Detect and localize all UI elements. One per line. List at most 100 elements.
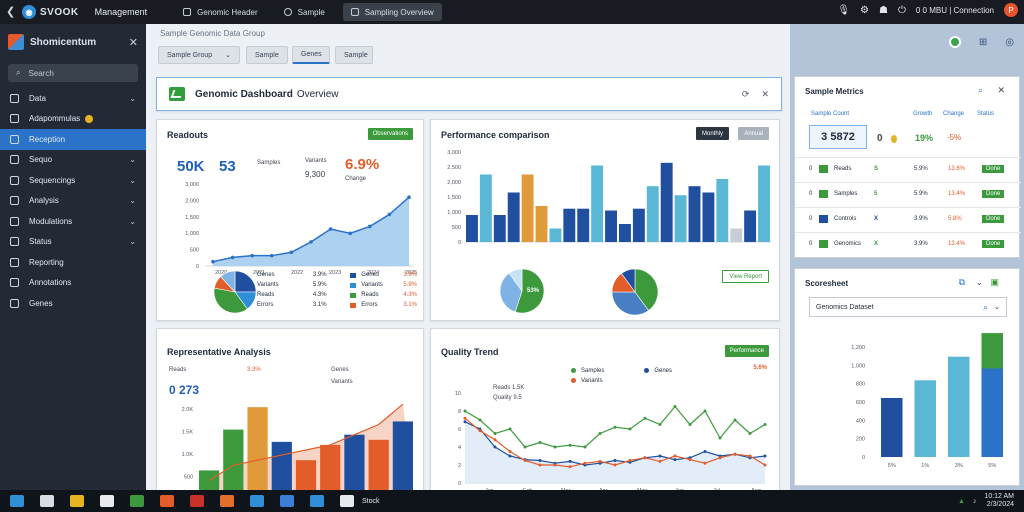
- taskbar-app-icon[interactable]: [70, 495, 84, 507]
- taskbar-app-icon[interactable]: [130, 495, 144, 507]
- mic-icon[interactable]: 🎙: [837, 4, 851, 16]
- search-icon: ⌕: [16, 68, 21, 77]
- refresh-icon[interactable]: ⟳: [741, 88, 750, 99]
- view-report-button[interactable]: View Report: [722, 270, 769, 283]
- sidebar-item-10[interactable]: Genes: [0, 293, 146, 314]
- row-value: 13.4%: [948, 240, 966, 247]
- metrics-row[interactable]: 0 Controls X 3.9% 5.8% Done: [795, 207, 1021, 229]
- search-icon[interactable]: ⌕: [977, 85, 983, 95]
- user-icon[interactable]: ☗: [878, 4, 888, 16]
- chevron-down-icon[interactable]: ⌄: [975, 277, 983, 287]
- power-icon[interactable]: ⏻: [897, 4, 906, 16]
- taskbar-app-icon[interactable]: [340, 495, 354, 507]
- taskbar-app-icon[interactable]: [220, 495, 234, 507]
- annual-button[interactable]: Annual: [738, 127, 769, 140]
- settings-icon[interactable]: ⚙: [860, 4, 869, 16]
- tab-sampling-overview[interactable]: Sampling Overview: [342, 3, 442, 21]
- close-icon[interactable]: ✕: [997, 85, 1005, 95]
- network-icon[interactable]: ▲: [957, 497, 965, 505]
- row-index-icon: 0: [809, 165, 813, 172]
- data-point: [493, 445, 497, 449]
- performance-badge[interactable]: Performance: [724, 345, 769, 357]
- row-status-badge[interactable]: Done: [982, 214, 1005, 223]
- taskbar-app-icon[interactable]: [40, 495, 54, 507]
- close-icon[interactable]: ✕: [761, 88, 769, 99]
- sidebar-title: Shomicentum: [30, 36, 97, 48]
- metrics-row[interactable]: 0 Reads S 5.9% 13.6% Done: [795, 157, 1021, 179]
- legend-item: Variants: [571, 378, 603, 384]
- status-dot-icon[interactable]: [948, 36, 961, 48]
- x-tick-label: 2024: [367, 270, 379, 276]
- top-nav-management[interactable]: Management: [94, 7, 148, 17]
- taskbar-app-icon[interactable]: [10, 495, 24, 507]
- sidebar-search-input[interactable]: ⌕ Search: [8, 64, 138, 82]
- taskbar-app-icon[interactable]: [280, 495, 294, 507]
- taskbar-app-icon[interactable]: [250, 495, 264, 507]
- x-tick-label: 1%: [921, 463, 929, 469]
- metrics-row[interactable]: 0 Genomics X 3.9% 13.4% Done: [795, 232, 1021, 254]
- taskbar-app-icon[interactable]: [190, 495, 204, 507]
- data-point: [407, 195, 411, 199]
- filter-sample-group-dropdown[interactable]: Sample Group ⌄: [158, 46, 240, 64]
- pie-slice: [213, 287, 248, 314]
- kpi-change: -5%: [947, 133, 962, 142]
- row-status-badge[interactable]: Done: [982, 189, 1005, 198]
- bar: [914, 380, 936, 457]
- sidebar-item-1[interactable]: Adapommulas: [0, 109, 146, 130]
- taskbar: Stock ▲ ♪ 10:12 AM 2/3/2024: [0, 490, 1024, 512]
- dataset-select[interactable]: Genomics Dataset ⌕ ⌄: [809, 297, 1007, 317]
- row-status-badge[interactable]: Done: [982, 164, 1005, 173]
- quality-line-chart: 1086420JanFebMarAprMayJunJulAug: [455, 391, 767, 494]
- x-tick-label: 2021: [253, 270, 265, 276]
- close-icon[interactable]: ✕: [128, 36, 138, 49]
- x-tick-label: 2020: [215, 270, 227, 276]
- main-content: Sample Genomic Data Group Sample Group ⌄ …: [146, 24, 790, 506]
- back-arrow-icon[interactable]: ❮: [6, 6, 16, 18]
- metrics-row[interactable]: 0 Samples 5 5.9% 13.4% Done: [795, 182, 1021, 204]
- sidebar-item-2[interactable]: Reception: [0, 129, 146, 150]
- performance-bar-chart: 3,000 2,500 2,000 1,500 1,000 500 0: [447, 150, 771, 246]
- sidebar-item-5[interactable]: Analysis ⌄: [0, 191, 146, 212]
- kpi-mark: 0: [877, 133, 883, 144]
- avatar[interactable]: P: [1004, 3, 1018, 17]
- volume-icon[interactable]: ♪: [972, 497, 977, 505]
- sidebar-item-6[interactable]: Modulations ⌄: [0, 211, 146, 232]
- tab-sample[interactable]: Sample: [276, 3, 333, 21]
- legend-label: Variants: [581, 377, 603, 384]
- taskbar-app-label[interactable]: Stock: [362, 497, 380, 505]
- sidebar-item-8[interactable]: Reporting: [0, 252, 146, 273]
- sidebar-item-4[interactable]: Sequencings ⌄: [0, 170, 146, 191]
- data-point: [658, 459, 662, 463]
- performance-pie-2: [611, 268, 659, 316]
- row-status-badge[interactable]: Done: [982, 239, 1005, 248]
- bar: [730, 228, 743, 242]
- sidebar-item-9[interactable]: Annotations: [0, 273, 146, 294]
- y-tick-label: 2: [458, 463, 461, 469]
- expand-icon[interactable]: ⧉: [958, 277, 965, 287]
- filter-genes[interactable]: Genes: [292, 46, 330, 64]
- representative-bar-chart: 2.0K1.5K1.0K5000: [182, 403, 415, 503]
- sidebar-item-0[interactable]: Data ⌄: [0, 88, 146, 109]
- data-point: [568, 459, 572, 463]
- filter-sample[interactable]: Sample: [246, 46, 288, 64]
- tab-genomic-header[interactable]: Genomic Header: [175, 3, 265, 21]
- settings-circle-icon[interactable]: ◎: [1005, 36, 1014, 48]
- sidebar-item-7[interactable]: Status ⌄: [0, 232, 146, 253]
- filter-sample-2[interactable]: Sample: [335, 46, 373, 64]
- legend-row: Genes 3.9% Genes 3.9%: [257, 270, 417, 280]
- filter-icon[interactable]: ▣: [990, 277, 999, 287]
- sidebar-header: Shomicentum ✕: [0, 24, 146, 60]
- observations-badge[interactable]: Observations: [367, 128, 413, 140]
- sidebar-item-3[interactable]: Sequo ⌄: [0, 150, 146, 171]
- data-point: [493, 432, 497, 435]
- taskbar-app-icon[interactable]: [160, 495, 174, 507]
- monthly-button[interactable]: Monthly: [695, 127, 729, 140]
- data-point: [328, 227, 333, 231]
- taskbar-app-icon[interactable]: [310, 495, 324, 507]
- legend-value: 3.1%: [312, 302, 327, 308]
- taskbar-app-icon[interactable]: [100, 495, 114, 507]
- apps-grid-icon[interactable]: ⊞: [978, 36, 988, 48]
- app-logo-icon[interactable]: ◉: [22, 5, 36, 19]
- chart-icon: [10, 196, 19, 206]
- pie-slice: [499, 272, 523, 313]
